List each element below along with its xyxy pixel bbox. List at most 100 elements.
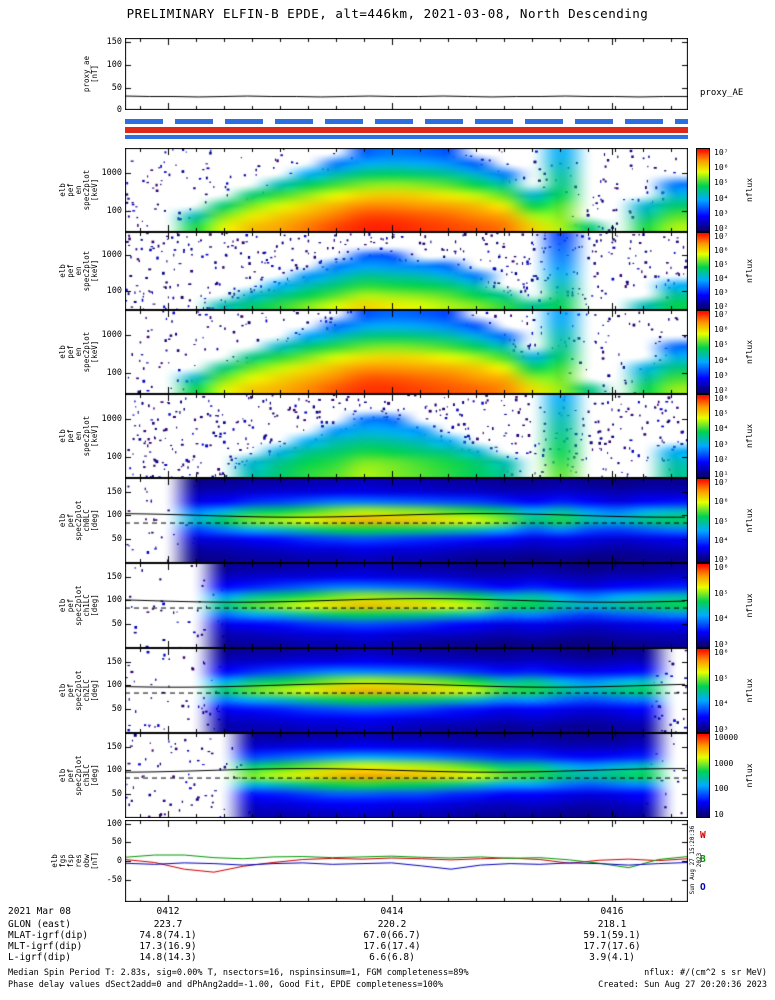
pa-spec-ch3lc-colorbar xyxy=(696,733,710,818)
footer-line-2: Phase delay values dSect2add=0 and dPhAn… xyxy=(8,980,443,990)
colorbar-tick-label: 10³ xyxy=(714,370,729,380)
panel-pa-spec-ch1lc: elb pef spec2plot ch1LC [deg] 150 100 50 10⁶… xyxy=(58,563,754,649)
colorbar-tick-label: 10⁷ xyxy=(714,478,729,487)
colorbar-tick-label: 10³ xyxy=(714,555,729,564)
colorbar-tick-label: 10⁵ xyxy=(714,178,729,188)
colorbar-tick-label: 10³ xyxy=(714,725,729,734)
colorbar-tick-label: 10¹ xyxy=(714,470,729,479)
y-tick-label: 150 xyxy=(106,657,122,668)
colorbar-tick-label: 10² xyxy=(714,302,729,311)
proxy-ae-right-label: proxy_AE xyxy=(700,88,744,98)
y-tick-label: 100 xyxy=(106,285,122,296)
ephemeris-value: 220.2 xyxy=(377,919,407,930)
pa-spec-ch3lc-canvas xyxy=(125,733,688,818)
colorbar-tick-label: 10³ xyxy=(714,288,729,297)
colorbar-tick-label: 10³ xyxy=(714,208,729,218)
colorbar-tick-label: 10⁷ xyxy=(714,310,729,319)
y-tick-label: 150 xyxy=(106,37,122,48)
ephemeris-value: 223.7 xyxy=(153,919,183,930)
colorbar-tick-label: 10⁵ xyxy=(714,588,729,598)
row-label: 2021 Mar 08 xyxy=(8,906,71,917)
y-tick-label: 1000 xyxy=(101,330,122,341)
panel-en-spec-3: elb pef en spec2plot [keV] 1000 100 10⁷ 10⁶ 1… xyxy=(58,310,754,395)
colorbar-tick-label: 10⁵ xyxy=(714,260,729,269)
ephemeris-value: 59.1(59.1) xyxy=(583,930,641,941)
fgs-legend-b: B xyxy=(700,854,706,865)
y-tick-label: 100 xyxy=(106,206,122,216)
footer-created: Created: Sun Aug 27 20:20:36 2023 xyxy=(598,980,767,990)
ephemeris-value: 17.6(17.4) xyxy=(363,941,421,952)
colorbar-title: nflux xyxy=(745,678,754,703)
y-tick-label: 0 xyxy=(116,105,122,115)
y-tick-label: 150 xyxy=(106,742,122,753)
ephemeris-value: 218.1 xyxy=(597,919,627,930)
colorbar-tick-label: 10² xyxy=(714,224,729,233)
panel-en-spec-4: elb pef en spec2plot [keV] 1000 100 10⁶ 10⁵ 1… xyxy=(58,394,754,479)
en-spec-2-ylabel: elb pef en spec2plot [keV] xyxy=(58,250,99,292)
time-tick-label: 0416 xyxy=(600,906,624,917)
colorbar-tick-label: 10³ xyxy=(714,439,729,449)
colorbar-tick-label: 10³ xyxy=(714,640,729,649)
y-tick-label: 100 xyxy=(106,765,122,776)
colorbar-tick-label: 10⁴ xyxy=(714,424,729,434)
ephemeris-value: 6.6(6.8) xyxy=(369,952,415,963)
colorbar-tick-label: 10⁴ xyxy=(714,614,729,624)
colorbar-tick-label: 10⁶ xyxy=(714,648,729,657)
en-spec-3-canvas xyxy=(125,310,688,394)
y-tick-label: 50 xyxy=(111,837,122,848)
flag-strip-middle xyxy=(125,127,688,133)
y-tick-label: 150 xyxy=(106,487,122,498)
y-tick-label: 100 xyxy=(106,368,122,378)
colorbar-title: nflux xyxy=(745,339,754,365)
fgs-legend-o: O xyxy=(700,882,706,893)
ephemeris-value: 3.9(4.1) xyxy=(589,952,635,963)
en-spec-3-colorbar xyxy=(696,310,710,394)
colorbar-tick-label: 10000 xyxy=(714,733,739,742)
y-tick-label: 100 xyxy=(106,60,122,70)
time-tick-label: 0412 xyxy=(156,906,180,917)
y-tick-label: 1000 xyxy=(101,168,122,179)
colorbar-tick-label: 10⁵ xyxy=(714,673,729,683)
y-tick-label: 50 xyxy=(111,619,122,630)
ephemeris-row-l: L-igrf(dip) 14.8(14.3) 6.6(6.8) 3.9(4.1) xyxy=(0,952,775,963)
y-tick-label: 50 xyxy=(111,789,122,800)
colorbar-tick-label: 10 xyxy=(714,810,724,819)
colorbar-tick-label: 100 xyxy=(714,784,729,794)
colorbar-title: nflux xyxy=(745,508,754,533)
panel-pa-spec-ch0lc: elb pef spec2plot ch0LC [deg] 150 100 50 10⁷… xyxy=(58,478,754,564)
panel-pa-spec-ch2lc: elb pef spec2plot ch2LC [deg] 150 100 50 10⁶… xyxy=(58,648,754,734)
panel-proxy-ae: proxy_ae [nT] 150 100 50 0 xyxy=(82,37,688,115)
colorbar-tick-label: 10⁴ xyxy=(714,274,729,283)
colorbar-tick-label: 1000 xyxy=(714,758,734,768)
row-label: MLT-igrf(dip) xyxy=(8,941,83,952)
panel-en-spec-2: elb pef en spec2plot [keV] 1000 100 10⁷ 10⁶ 1… xyxy=(58,232,754,311)
en-spec-2-canvas xyxy=(125,232,688,310)
colorbar-tick-label: 10⁴ xyxy=(714,355,729,365)
y-tick-label: 50 xyxy=(111,82,122,93)
proxy-ae-canvas xyxy=(125,38,688,110)
ephemeris-value: 17.7(17.6) xyxy=(583,941,641,952)
en-spec-1-ylabel: elb pef en spec2plot [keV] xyxy=(58,169,99,211)
flag-strip-top xyxy=(125,119,688,124)
y-tick-label: 0 xyxy=(116,856,122,866)
colorbar-tick-label: 10⁷ xyxy=(714,232,729,241)
fgs-residual-canvas xyxy=(125,820,688,902)
y-tick-label: 1000 xyxy=(101,414,122,425)
ephemeris-value: 17.3(16.9) xyxy=(139,941,197,952)
time-tick-label: 0414 xyxy=(380,906,404,917)
colorbar-tick-label: 10⁶ xyxy=(714,246,729,255)
colorbar-tick-label: 10⁴ xyxy=(714,699,729,709)
colorbar-tick-label: 10⁷ xyxy=(714,148,729,157)
fgs-residual-ylabel: elb fgs fsp res obw [nT] xyxy=(50,851,99,871)
ephemeris-value: 67.0(66.7) xyxy=(363,930,421,941)
y-tick-label: 100 xyxy=(106,452,122,462)
colorbar-title: nflux xyxy=(745,177,754,203)
footer-units: nflux: #/(cm^2 s sr MeV) xyxy=(644,968,767,978)
ephemeris-row-mlat: MLAT-igrf(dip) 74.8(74.1) 67.0(66.7) 59.… xyxy=(0,930,775,941)
plot-title: PRELIMINARY ELFIN-B EPDE, alt=446km, 202… xyxy=(126,6,649,21)
pa-spec-ch2lc-colorbar xyxy=(696,648,710,733)
y-tick-label: 100 xyxy=(106,818,122,829)
y-tick-label: -50 xyxy=(106,874,122,885)
en-spec-4-ylabel: elb pef en spec2plot [keV] xyxy=(58,415,99,457)
